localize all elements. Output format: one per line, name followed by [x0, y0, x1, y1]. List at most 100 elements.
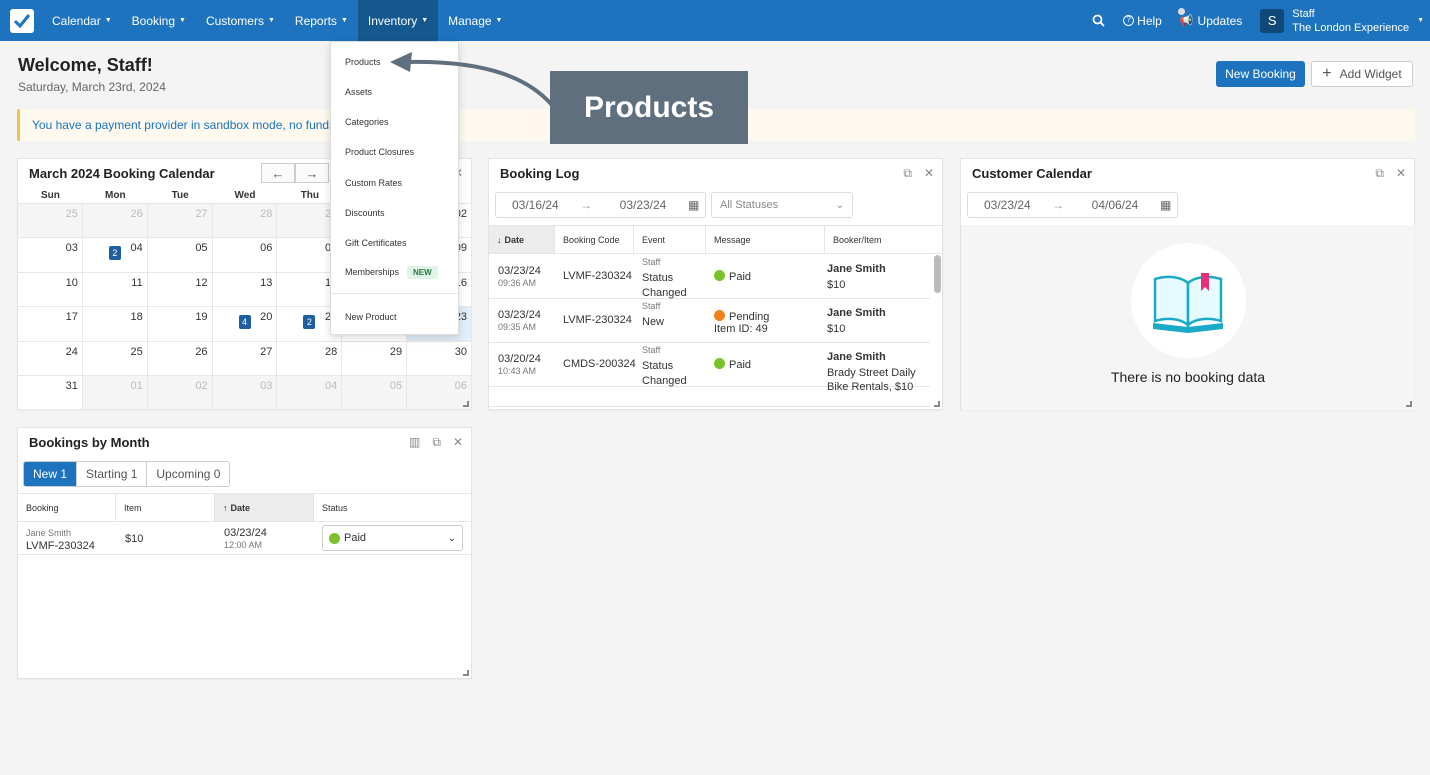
status-select[interactable]: Paid ⌄	[322, 525, 463, 551]
close-icon[interactable]: ✕	[452, 435, 463, 449]
columns-icon[interactable]: ▥	[409, 435, 421, 449]
calendar-day-cell[interactable]: 11	[83, 272, 148, 307]
table-row[interactable]: Jane Smith LVMF-230324 $10 03/23/24 12:0…	[18, 523, 472, 555]
calendar-day-cell[interactable]: 25	[18, 204, 83, 238]
menu-item-product-closures[interactable]: Product Closures	[345, 147, 415, 157]
resize-handle[interactable]	[934, 401, 940, 407]
calendar-day-cell[interactable]: 31	[18, 375, 83, 410]
nav-inventory[interactable]: Inventory ▼	[357, 0, 439, 41]
tab-new[interactable]: New 1	[24, 462, 78, 486]
event-text-2: Changed	[642, 287, 687, 299]
arrow-left-icon[interactable]: ←	[261, 163, 295, 183]
resize-handle[interactable]	[1406, 401, 1412, 407]
log-row[interactable]: 03/23/24 09:35 AM LVMF-230324 Staff New Pendi…	[489, 299, 930, 343]
booking-code[interactable]: CMDS-200324	[563, 358, 636, 370]
scrollbar[interactable]	[934, 255, 941, 405]
nav-reports[interactable]: Reports ▼	[285, 0, 358, 41]
calendar-day-cell[interactable]: 18	[83, 307, 148, 341]
calendar-day-cell[interactable]: 26	[82, 204, 148, 238]
column-header-item[interactable]: Item	[116, 494, 215, 521]
column-header-booker-item[interactable]: Booker/Item	[833, 234, 882, 245]
booking-code[interactable]: LVMF-230324	[26, 540, 95, 552]
nav-customers[interactable]: Customers ▼	[196, 0, 285, 41]
calendar-day-cell[interactable]: 03	[212, 375, 278, 410]
nav-calendar[interactable]: Calendar ▼	[42, 0, 122, 41]
calendar-day-cell[interactable]: 01	[82, 375, 148, 410]
calendar-day-cell[interactable]: 27	[147, 204, 213, 238]
menu-item-gift-certificates[interactable]: Gift Certificates	[345, 238, 407, 248]
calendar-day-cell[interactable]: 28	[277, 341, 343, 375]
day-number: 18	[130, 311, 143, 324]
calendar-day-cell[interactable]: 17	[18, 307, 83, 341]
column-header-booking-code[interactable]: Booking Code	[555, 226, 634, 253]
close-icon[interactable]: ✕	[923, 166, 934, 180]
search-icon[interactable]	[1092, 14, 1105, 27]
resize-handle[interactable]	[463, 401, 469, 407]
date-range-picker[interactable]: 03/23/24 → 04/06/24 ▦	[967, 192, 1178, 218]
scrollbar-thumb[interactable]	[934, 255, 941, 293]
booking-code[interactable]: LVMF-230324	[563, 314, 632, 326]
booking-count-badge[interactable]: 2	[108, 246, 121, 261]
log-row[interactable]: 03/23/24 09:36 AM LVMF-230324 Staff Status Ch…	[489, 255, 930, 299]
calendar-day-cell[interactable]: 20 4	[213, 307, 278, 341]
calendar-day-cell[interactable]: 06	[407, 375, 472, 410]
calendar-day-cell[interactable]: 02	[147, 375, 213, 410]
tab-starting[interactable]: Starting 1	[77, 462, 148, 486]
calendar-day-cell[interactable]: 29	[342, 341, 408, 375]
menu-item-new-product[interactable]: New Product	[345, 312, 397, 322]
column-header-booking[interactable]: Booking	[18, 494, 116, 521]
calendar-day-cell[interactable]: 30	[407, 341, 472, 375]
calendar-day-cell[interactable]: 19	[148, 307, 213, 341]
calendar-day-cell[interactable]: 05	[342, 375, 408, 410]
calendar-day-cell[interactable]: 10	[18, 272, 83, 307]
calendar-day-cell[interactable]: 12	[148, 272, 213, 307]
calendar-day-cell[interactable]: 06	[213, 238, 278, 272]
column-header-status[interactable]: Status	[322, 502, 348, 513]
external-link-icon[interactable]: ⧉	[903, 166, 912, 180]
column-header-date[interactable]: ↑ Date	[215, 494, 314, 521]
calendar-day-cell[interactable]: 03	[18, 238, 83, 272]
date-range-picker[interactable]: 03/16/24 → 03/23/24 ▦	[495, 192, 706, 218]
close-icon[interactable]: ✕	[1395, 166, 1406, 180]
calendar-day-cell[interactable]: 28	[212, 204, 278, 238]
help-link[interactable]: ? Help	[1123, 14, 1162, 28]
external-link-icon[interactable]: ⧉	[1375, 166, 1384, 180]
column-header-event[interactable]: Event	[634, 226, 706, 253]
resize-handle[interactable]	[463, 670, 469, 676]
column-header-date[interactable]: ↓ Date	[489, 226, 555, 253]
avatar[interactable]: S	[1260, 8, 1285, 33]
booking-code[interactable]: LVMF-230324	[563, 270, 632, 282]
calendar-day-cell[interactable]: 13	[213, 272, 278, 307]
status-filter-select[interactable]: All Statuses ⌄	[711, 192, 853, 218]
add-widget-button[interactable]: + Add Widget	[1311, 61, 1413, 87]
log-row[interactable]: 03/20/24 10:43 AM CMDS-200324 Staff Status Ch…	[489, 343, 930, 393]
calendar-day-cell[interactable]: 26	[148, 341, 213, 375]
booking-count-badge[interactable]: 2	[303, 315, 316, 330]
tab-upcoming[interactable]: Upcoming 0	[147, 462, 230, 486]
user-menu[interactable]: Staff The London Experience	[1292, 7, 1409, 35]
caret-down-icon[interactable]: ▼	[1417, 17, 1424, 24]
menu-item-custom-rates[interactable]: Custom Rates	[345, 178, 403, 188]
calendar-day-cell[interactable]: 04 2	[83, 238, 148, 272]
menu-item-assets[interactable]: Assets	[345, 87, 373, 97]
nav-manage[interactable]: Manage ▼	[438, 0, 512, 41]
calendar-day-cell[interactable]: 27	[213, 341, 278, 375]
calendar-day-cell[interactable]: 05	[148, 238, 213, 272]
logo-checkmark-icon[interactable]	[10, 8, 34, 33]
arrow-right-icon[interactable]: →	[295, 163, 329, 183]
external-link-icon[interactable]: ⧉	[432, 435, 441, 449]
menu-item-discounts[interactable]: Discounts	[345, 208, 385, 218]
top-nav: Calendar ▼ Booking ▼ Customers ▼ Reports ▼ I…	[0, 0, 1430, 41]
calendar-day-cell[interactable]: 25	[83, 341, 148, 375]
updates-link[interactable]: 📢 Updates	[1177, 7, 1242, 28]
column-header-message[interactable]: Message	[706, 226, 825, 253]
log-row[interactable]	[489, 387, 930, 407]
calendar-day-cell[interactable]: 04	[277, 375, 343, 410]
menu-item-memberships[interactable]: Memberships NEW	[345, 266, 438, 279]
new-booking-button[interactable]: New Booking	[1216, 61, 1305, 87]
calendar-day-cell[interactable]: 24	[18, 341, 83, 375]
nav-booking[interactable]: Booking ▼	[122, 0, 196, 41]
menu-item-categories[interactable]: Categories	[345, 117, 389, 127]
menu-item-products[interactable]: Products	[345, 57, 381, 67]
booking-count-badge[interactable]: 4	[238, 315, 251, 330]
